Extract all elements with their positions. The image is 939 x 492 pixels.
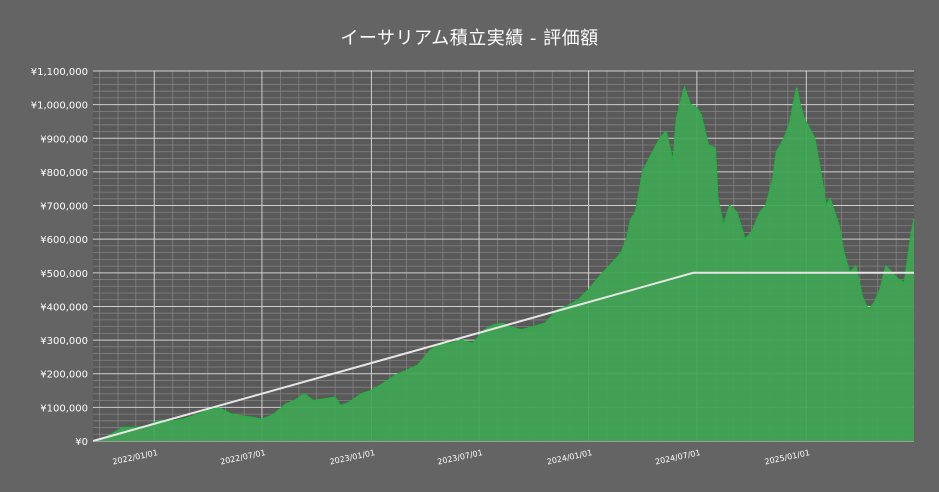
y-axis-ticks: ¥0 ¥100,000 ¥200,000 ¥300,000 ¥400,000 ¥500,0… bbox=[31, 67, 88, 448]
x-tick-label: 2023/01/01 bbox=[329, 448, 376, 466]
x-tick-label: 2025/01/01 bbox=[764, 448, 811, 466]
y-tick-label: ¥400,000 bbox=[40, 302, 88, 313]
x-tick-label: 2022/01/01 bbox=[112, 448, 159, 466]
y-tick-label: ¥300,000 bbox=[40, 336, 88, 347]
x-tick-label: 2023/07/01 bbox=[437, 448, 484, 466]
y-tick-label: ¥1,100,000 bbox=[31, 67, 88, 78]
value-line bbox=[92, 85, 915, 442]
y-tick-label: ¥900,000 bbox=[40, 134, 88, 145]
value-area bbox=[93, 87, 914, 442]
invested-line bbox=[92, 271, 914, 442]
x-tick-label: 2022/07/01 bbox=[219, 448, 266, 466]
x-tick-label: 2024/01/01 bbox=[546, 448, 593, 466]
chart-title: イーサリアム積立実績 - 評価額 bbox=[340, 28, 599, 49]
y-tick-label: ¥100,000 bbox=[40, 403, 88, 414]
y-tick-label: ¥600,000 bbox=[40, 235, 88, 246]
y-tick-label: ¥500,000 bbox=[40, 269, 88, 280]
x-tick-label: 2024/07/01 bbox=[654, 448, 701, 466]
y-tick-label: ¥700,000 bbox=[40, 202, 88, 213]
y-tick-label: ¥0 bbox=[75, 437, 88, 448]
x-axis-ticks: 2022/01/01 2022/07/01 2023/01/01 2023/07/01… bbox=[112, 448, 811, 466]
y-tick-label: ¥200,000 bbox=[40, 370, 88, 381]
y-tick-label: ¥1,000,000 bbox=[31, 101, 88, 112]
y-tick-label: ¥800,000 bbox=[40, 168, 88, 179]
